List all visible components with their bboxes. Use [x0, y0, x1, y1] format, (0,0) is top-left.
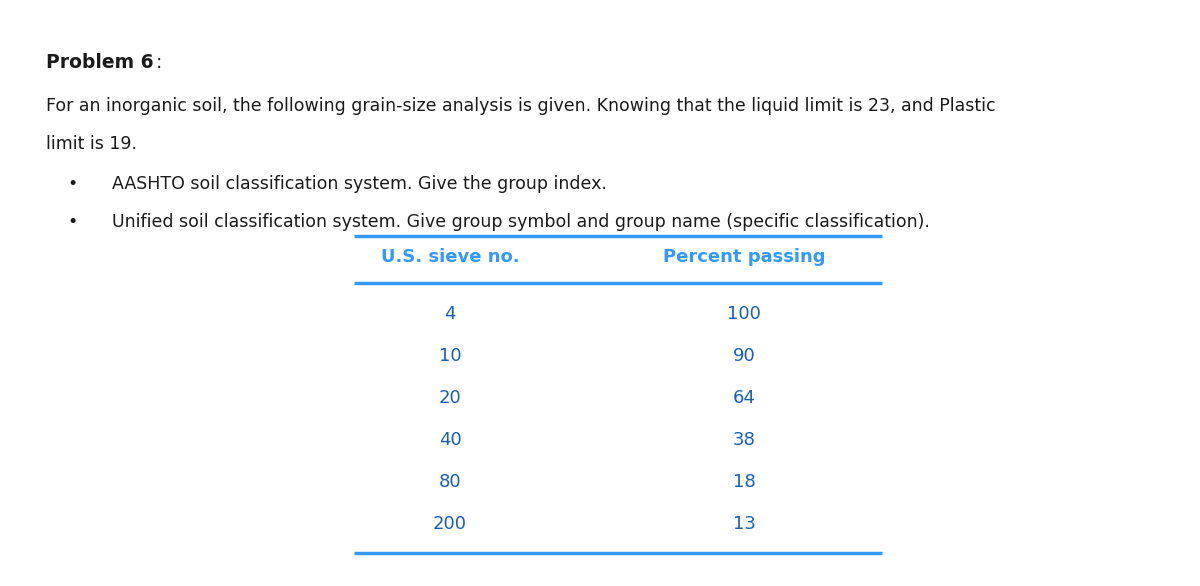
Text: 40: 40 — [439, 431, 461, 449]
Text: AASHTO soil classification system. Give the group index.: AASHTO soil classification system. Give … — [112, 175, 606, 193]
Text: 13: 13 — [732, 516, 756, 533]
Text: 64: 64 — [732, 389, 756, 407]
Text: Percent passing: Percent passing — [662, 248, 826, 266]
Text: 4: 4 — [444, 305, 456, 322]
Text: 200: 200 — [433, 516, 467, 533]
Text: 90: 90 — [733, 347, 755, 364]
Text: Unified soil classification system. Give group symbol and group name (specific c: Unified soil classification system. Give… — [112, 213, 930, 231]
Text: :: : — [156, 53, 162, 71]
Text: 100: 100 — [727, 305, 761, 322]
Text: •: • — [67, 213, 78, 231]
Text: For an inorganic soil, the following grain-size analysis is given. Knowing that : For an inorganic soil, the following gra… — [46, 97, 995, 115]
Text: 80: 80 — [439, 473, 461, 491]
Text: 18: 18 — [733, 473, 755, 491]
Text: •: • — [67, 175, 78, 193]
Text: 38: 38 — [732, 431, 756, 449]
Text: 20: 20 — [439, 389, 461, 407]
Text: limit is 19.: limit is 19. — [46, 135, 137, 153]
Text: Problem 6: Problem 6 — [46, 53, 154, 71]
Text: U.S. sieve no.: U.S. sieve no. — [380, 248, 520, 266]
Text: 10: 10 — [439, 347, 461, 364]
